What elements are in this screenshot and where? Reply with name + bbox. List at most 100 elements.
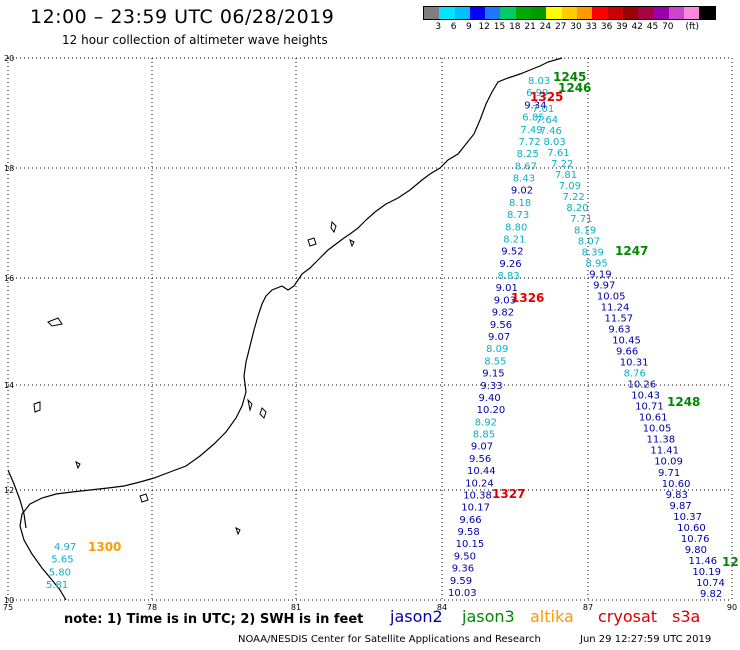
island-5	[33, 401, 41, 413]
swh-point: 8.20	[566, 203, 588, 214]
color-scale-labels: 3 6 9 12 15 18 21 24 27 30 33 36 39 42 45 70 (ft)	[423, 20, 716, 32]
pass-label-1247: 1247	[615, 244, 648, 258]
swh-point: 6.99	[526, 88, 548, 99]
swh-point: 9.66	[616, 347, 638, 358]
color-scale-swatch	[485, 7, 501, 19]
swh-point: 9.66	[459, 515, 481, 526]
swh-point: 8.07	[578, 236, 600, 247]
swh-point: 10.24	[465, 478, 494, 489]
swh-point: 11.24	[601, 302, 630, 313]
color-scale-swatch	[531, 7, 547, 19]
swh-point: 7.64	[536, 115, 558, 126]
map-ticks: 75 78 81 84 87 90 10 12 14 16 18 20	[3, 54, 737, 612]
swh-point: 9.56	[490, 320, 512, 331]
swh-point: 9.50	[454, 551, 476, 562]
swh-point: 10.31	[620, 358, 649, 369]
swh-point: 9.36	[452, 564, 474, 575]
swh-point: 10.20	[477, 405, 506, 416]
swh-point: 9.82	[492, 308, 514, 319]
swh-point: 8.67	[515, 161, 537, 172]
swh-point: 9.97	[593, 280, 615, 291]
swh-point: 9.59	[450, 576, 472, 587]
island-3	[349, 239, 355, 248]
color-scale-label: 15	[493, 22, 506, 32]
swh-point: 7.22	[563, 192, 585, 203]
swh-point: 8.09	[486, 344, 508, 355]
lon-tick-label: 90	[727, 603, 737, 612]
lon-tick-label: 78	[147, 603, 157, 612]
pass-label-1326: 1326	[511, 291, 544, 305]
swh-point: 10.71	[635, 402, 664, 413]
swh-point: 10.19	[692, 567, 721, 578]
color-scale-swatch	[439, 7, 455, 19]
swh-point: 8.95	[586, 258, 608, 269]
swh-point: 9.63	[608, 325, 630, 336]
swh-point: 9.71	[658, 468, 680, 479]
swh-point: 10.05	[597, 291, 626, 302]
swh-point: 7.09	[559, 181, 581, 192]
color-scale-swatch	[592, 7, 608, 19]
coastline-east-coast	[19, 57, 563, 601]
swh-point: 9.15	[482, 369, 504, 380]
footer-credit: NOAA/NESDIS Center for Satellite Applica…	[238, 634, 541, 645]
color-scale-label: 9	[466, 22, 472, 32]
island-9	[139, 493, 149, 503]
color-scale-swatch	[684, 7, 700, 19]
color-scale-label: 18	[509, 22, 521, 32]
swh-point: 11.46	[689, 556, 718, 567]
swh-point: 9.83	[666, 490, 688, 501]
color-scale-swatch	[638, 7, 654, 19]
swh-point: 10.03	[448, 588, 477, 599]
swh-point: 8.18	[509, 198, 531, 209]
pass-label-1245: 1245	[553, 70, 586, 84]
swh-point: 8.39	[582, 247, 604, 258]
swh-point: 9.03	[494, 295, 516, 306]
lat-tick-label: 18	[4, 164, 14, 173]
swh-point: 9.80	[685, 545, 707, 556]
island-4	[47, 317, 63, 327]
swh-point: 7.71	[570, 214, 592, 225]
swh-point: 11.57	[605, 313, 634, 324]
islands	[33, 220, 355, 536]
swh-point: 11.38	[647, 435, 676, 446]
swh-point: 8.19	[574, 225, 596, 236]
legend-cryosat: cryosat	[598, 607, 658, 626]
color-scale: 3 6 9 12 15 18 21 24 27 30 33 36 39 42 45 70 (ft)	[423, 6, 716, 32]
color-scale-swatch	[561, 7, 577, 19]
color-scale-label: 30	[570, 22, 582, 32]
swh-point: 6.85	[522, 113, 544, 124]
swh-point: 10.43	[631, 391, 660, 402]
swh-point: 10.09	[654, 457, 683, 468]
color-scale-label: 21	[524, 22, 536, 32]
swh-point: 7.22	[551, 159, 573, 170]
swh-point: 10.61	[639, 413, 668, 424]
color-scale-label: 45	[646, 22, 659, 32]
swh-point: 7.61	[547, 148, 569, 159]
legend-s3a: s3a	[672, 607, 701, 626]
swh-point: 7.01	[532, 104, 554, 115]
lat-tick-label: 12	[4, 486, 14, 495]
track-jason3-coastal: 4.97 5.655.80 5.81	[46, 542, 76, 591]
swh-point: 9.01	[496, 283, 518, 294]
pass-label-1325: 1325	[530, 90, 563, 104]
color-scale-label: 42	[631, 22, 643, 32]
color-scale-swatch	[699, 7, 715, 19]
island-7	[259, 407, 267, 419]
island-2	[307, 237, 317, 247]
map-grid	[7, 57, 733, 601]
swh-point: 9.87	[670, 501, 692, 512]
swh-point: 10.05	[643, 424, 672, 435]
color-scale-label: 3	[435, 22, 442, 32]
pass-label-1248: 1248	[667, 395, 700, 409]
swh-point: 10.74	[696, 578, 725, 589]
swh-point: 9.40	[479, 393, 501, 404]
island-8	[75, 461, 81, 470]
swh-point: 4.97	[54, 542, 76, 553]
swh-point: 8.80	[505, 222, 527, 233]
lon-tick-label: 81	[291, 603, 301, 612]
color-scale-swatch	[653, 7, 669, 19]
coastline	[7, 57, 563, 601]
swh-point: 9.02	[511, 186, 533, 197]
swh-point: 8.43	[513, 174, 535, 185]
lon-tick-label: 84	[437, 603, 447, 612]
